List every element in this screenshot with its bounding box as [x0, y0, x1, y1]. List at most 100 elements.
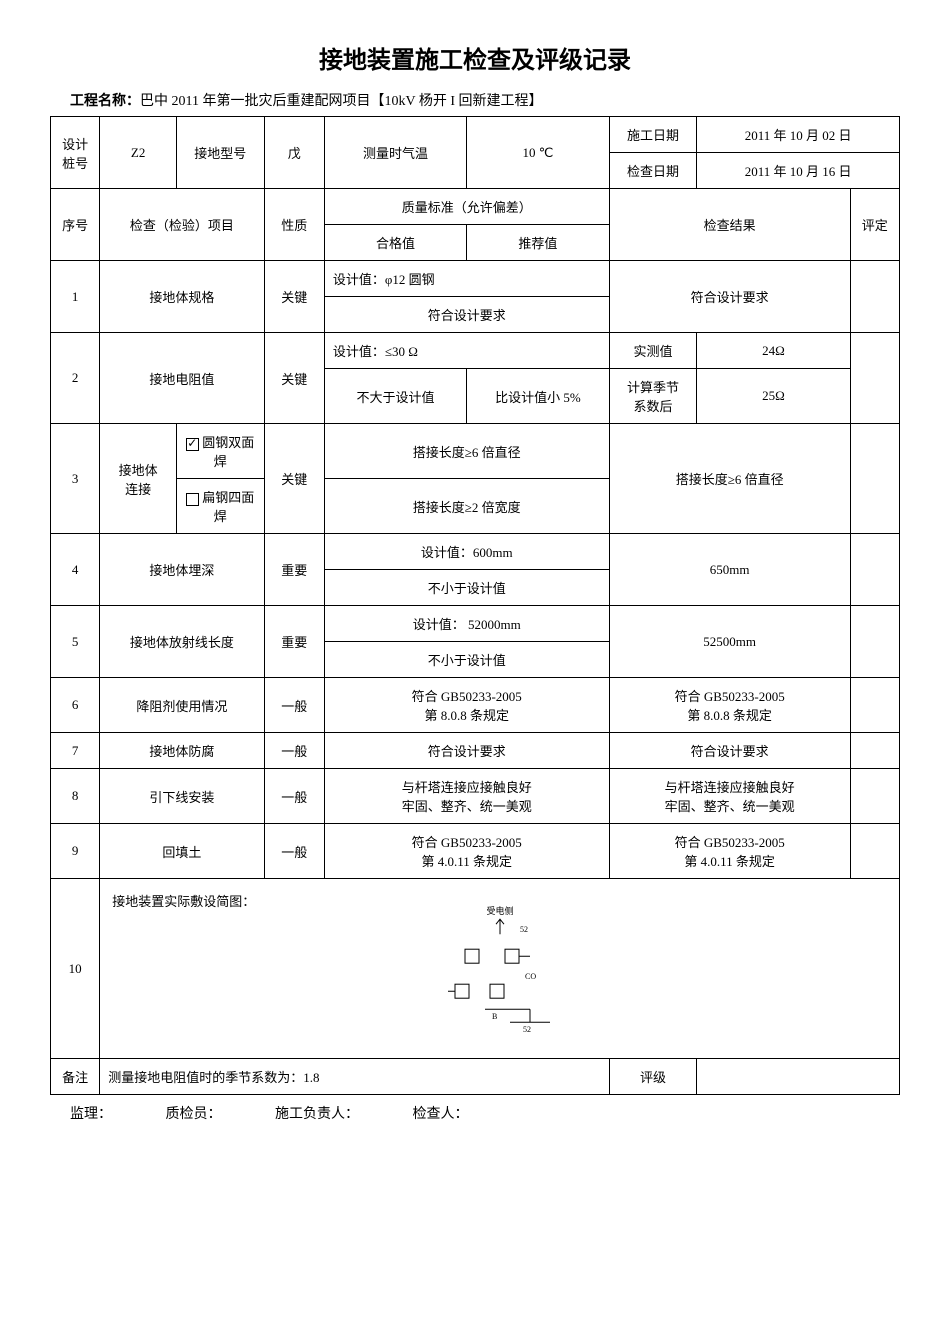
r2-measured-label: 实测值 [609, 333, 697, 369]
r3-standard2: 搭接长度≥2 倍宽度 [324, 479, 609, 534]
r5-seq: 5 [51, 606, 100, 678]
header-temp-label: 测量时气温 [324, 117, 466, 189]
r1-seq: 1 [51, 261, 100, 333]
r9-standard: 符合 GB50233-2005 第 4.0.11 条规定 [324, 824, 609, 879]
r4-standard: 不小于设计值 [324, 570, 609, 606]
r2-recommended: 比设计值小 5% [467, 369, 609, 424]
header-ground-type-value: 戊 [264, 117, 324, 189]
col-qualified: 合格值 [324, 225, 466, 261]
r6-nature: 一般 [264, 678, 324, 733]
r4-result: 650mm [609, 534, 850, 606]
r7-item: 接地体防腐 [100, 733, 264, 769]
r7-nature: 一般 [264, 733, 324, 769]
sig-checker: 检查人： [413, 1103, 469, 1123]
diagram-top-label: 受电侧 [486, 905, 513, 916]
r10-label: 接地装置实际敷设简图： [112, 891, 255, 910]
checkbox-icon [186, 493, 199, 506]
r7-standard: 符合设计要求 [324, 733, 609, 769]
r6-eval [850, 678, 899, 733]
r4-design-value: 设计值：600mm [324, 534, 609, 570]
header-construction-date-value: 2011 年 10 月 02 日 [697, 117, 900, 153]
diagram-label-52a: 52 [520, 925, 528, 934]
r1-item: 接地体规格 [100, 261, 264, 333]
r5-standard: 不小于设计值 [324, 642, 609, 678]
remark-rating-value [697, 1059, 900, 1095]
header-temp-value: 10 ℃ [467, 117, 609, 189]
r8-item: 引下线安装 [100, 769, 264, 824]
project-label: 工程名称： [70, 94, 140, 109]
r3-item-label: 接地体 连接 [100, 424, 177, 534]
r6-seq: 6 [51, 678, 100, 733]
col-evaluation: 评定 [850, 189, 899, 261]
r3-eval [850, 424, 899, 534]
r2-eval [850, 333, 899, 424]
r1-design-value: 设计值：φ12 圆钢 [324, 261, 609, 297]
r8-standard: 与杆塔连接应接触良好 牢固、整齐、统一美观 [324, 769, 609, 824]
r2-measured-value: 24Ω [697, 333, 850, 369]
r5-nature: 重要 [264, 606, 324, 678]
col-item: 检查（检验）项目 [100, 189, 264, 261]
sig-inspector: 质检员： [166, 1103, 222, 1123]
col-recommended: 推荐值 [467, 225, 609, 261]
col-standard: 质量标准（允许偏差） [324, 189, 609, 225]
r2-calc-value: 25Ω [697, 369, 850, 424]
r9-item: 回填土 [100, 824, 264, 879]
r4-nature: 重要 [264, 534, 324, 606]
remark-label: 备注 [51, 1059, 100, 1095]
r10-seq: 10 [51, 879, 100, 1059]
r2-seq: 2 [51, 333, 100, 424]
sig-construction: 施工负责人： [275, 1103, 359, 1123]
r5-design-value: 设计值： 52000mm [324, 606, 609, 642]
r8-eval [850, 769, 899, 824]
r1-eval [850, 261, 899, 333]
col-seq: 序号 [51, 189, 100, 261]
r3-result: 搭接长度≥6 倍直径 [609, 424, 850, 534]
header-ground-type-label: 接地型号 [176, 117, 264, 189]
r2-item: 接地电阻值 [100, 333, 264, 424]
header-design-pile-label: 设计 桩号 [51, 117, 100, 189]
page-title: 接地装置施工检查及评级记录 [50, 40, 900, 75]
r5-result: 52500mm [609, 606, 850, 678]
r2-nature: 关键 [264, 333, 324, 424]
r7-seq: 7 [51, 733, 100, 769]
header-design-pile-value: Z2 [100, 117, 177, 189]
project-name: 工程名称：巴中 2011 年第一批灾后重建配网项目【10kV 杨开 I 回新建工… [50, 90, 900, 110]
header-inspection-date-label: 检查日期 [609, 153, 697, 189]
r1-result: 符合设计要求 [609, 261, 850, 333]
r4-eval [850, 534, 899, 606]
inspection-table: 设计 桩号 Z2 接地型号 戊 测量时气温 10 ℃ 施工日期 2011 年 1… [50, 116, 900, 1095]
project-value: 巴中 2011 年第一批灾后重建配网项目【10kV 杨开 I 回新建工程】 [140, 94, 543, 109]
header-construction-date-label: 施工日期 [609, 117, 697, 153]
r5-eval [850, 606, 899, 678]
r3-nature: 关键 [264, 424, 324, 534]
r10-diagram-cell: 接地装置实际敷设简图： 受电侧 52 CO B [100, 879, 900, 1059]
grounding-diagram: 受电侧 52 CO B 52 [410, 904, 590, 1048]
checkbox-checked-icon [186, 438, 199, 451]
r8-seq: 8 [51, 769, 100, 824]
diagram-label-co: CO [525, 972, 536, 981]
r6-standard: 符合 GB50233-2005 第 8.0.8 条规定 [324, 678, 609, 733]
sig-supervisor: 监理： [70, 1103, 112, 1123]
r4-item: 接地体埋深 [100, 534, 264, 606]
remark-rating-label: 评级 [609, 1059, 697, 1095]
r5-item: 接地体放射线长度 [100, 606, 264, 678]
r3-standard1: 搭接长度≥6 倍直径 [324, 424, 609, 479]
r2-qualified: 不大于设计值 [324, 369, 466, 424]
diagram-label-52b: 52 [523, 1025, 531, 1034]
r8-result: 与杆塔连接应接触良好 牢固、整齐、统一美观 [609, 769, 850, 824]
r9-eval [850, 824, 899, 879]
r1-standard: 符合设计要求 [324, 297, 609, 333]
r7-result: 符合设计要求 [609, 733, 850, 769]
r2-design-value: 设计值：≤30 Ω [324, 333, 609, 369]
col-nature: 性质 [264, 189, 324, 261]
r1-nature: 关键 [264, 261, 324, 333]
r6-result: 符合 GB50233-2005 第 8.0.8 条规定 [609, 678, 850, 733]
r3-option2: 扁钢四面焊 [176, 479, 264, 534]
r9-nature: 一般 [264, 824, 324, 879]
remark-content: 测量接地电阻值时的季节系数为：1.8 [100, 1059, 609, 1095]
header-inspection-date-value: 2011 年 10 月 16 日 [697, 153, 900, 189]
r3-seq: 3 [51, 424, 100, 534]
r3-option1: 圆钢双面焊 [176, 424, 264, 479]
r9-seq: 9 [51, 824, 100, 879]
r4-seq: 4 [51, 534, 100, 606]
